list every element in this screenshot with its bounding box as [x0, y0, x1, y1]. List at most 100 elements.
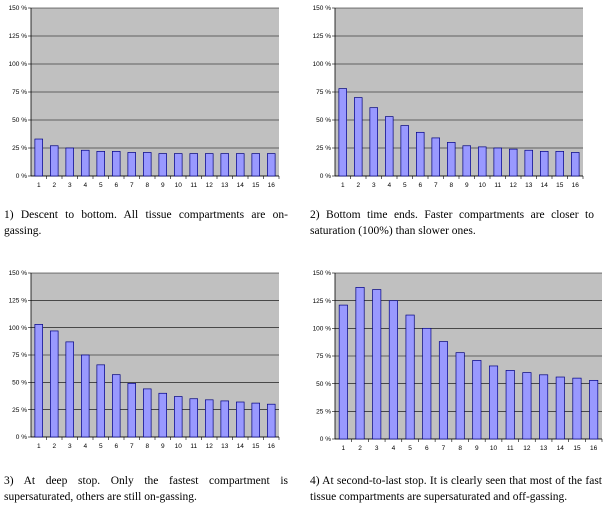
y-tick-label: 100 %: [9, 61, 28, 68]
bar: [143, 388, 152, 438]
x-tick-label: 9: [161, 182, 165, 189]
x-tick-label: 15: [573, 445, 581, 452]
x-tick-label: 3: [68, 182, 72, 189]
chart-panel-3: 0 % 25 % 50 % 75 % 100 % 125 % 150 % 1 2 3 4 5 6 7 8 9 1…: [0, 264, 290, 464]
bar: [50, 330, 59, 438]
y-tick-label: 75 %: [12, 352, 27, 359]
x-tick-label: 7: [442, 445, 446, 452]
x-tick-label: 6: [418, 182, 422, 189]
bar: [96, 364, 105, 438]
x-tick-label: 7: [130, 443, 134, 450]
bar: [478, 146, 487, 177]
x-tick-label: 16: [572, 182, 580, 189]
x-tick-label: 8: [449, 182, 453, 189]
y-tick-label: 125 %: [313, 298, 332, 305]
bar: [236, 153, 245, 177]
x-tick-label: 12: [510, 182, 518, 189]
bar: [555, 376, 565, 440]
bar: [354, 97, 363, 177]
bar: [65, 147, 74, 177]
x-tick-label: 6: [114, 443, 118, 450]
y-tick-label: 125 %: [9, 33, 28, 40]
x-tick-label: 10: [490, 445, 498, 452]
x-tick-label: 3: [375, 445, 379, 452]
y-tick-label: 125 %: [313, 33, 332, 40]
x-tick-label: 10: [175, 182, 183, 189]
x-tick-label: 15: [252, 182, 260, 189]
bar: [158, 153, 167, 177]
x-tick-label: 8: [145, 443, 149, 450]
caption-4: 4) At second-to-last stop. It is clearly…: [310, 475, 602, 503]
bar: [431, 137, 440, 177]
y-tick-label: 25 %: [12, 145, 27, 152]
bar: [405, 314, 415, 440]
x-tick-label: 4: [83, 182, 87, 189]
x-tick-label: 7: [434, 182, 438, 189]
y-tick-label: 25 %: [12, 407, 27, 414]
y-tick-label: 0 %: [320, 436, 331, 443]
bar: [158, 392, 167, 438]
x-tick-label: 2: [52, 443, 56, 450]
bar-chart-2: 0 %25 %50 %75 %100 %125 %150 %1 2 3 4 5 6 7 8 9 1…: [313, 5, 584, 189]
x-tick-label: 14: [557, 445, 565, 452]
bar: [81, 149, 90, 177]
bar: [127, 152, 136, 177]
y-tick-label: 150 %: [9, 5, 28, 12]
bar: [522, 372, 532, 440]
bar: [267, 153, 276, 177]
x-tick-label: 12: [206, 443, 214, 450]
y-tick-label: 150 %: [313, 270, 332, 277]
x-tick-label: 14: [237, 182, 245, 189]
bar: [338, 304, 348, 440]
x-tick-label: 13: [221, 443, 229, 450]
bar: [251, 153, 260, 177]
x-tick-label: 6: [425, 445, 429, 452]
x-tick-label: 1: [37, 443, 41, 450]
x-tick-label: 13: [525, 182, 533, 189]
bar: [388, 300, 398, 440]
bar: [509, 148, 518, 177]
x-tick-label: 4: [83, 443, 87, 450]
bar: [385, 116, 394, 177]
bar: [493, 147, 502, 177]
bar: [220, 153, 229, 177]
y-tick-label: 0 %: [16, 173, 27, 180]
x-tick-label: 2: [52, 182, 56, 189]
bar: [589, 379, 599, 440]
caption-2: 2) Bottom time ends. Faster compartments…: [310, 209, 594, 237]
x-tick-label: 16: [590, 445, 598, 452]
x-tick-label: 16: [268, 182, 276, 189]
x-tick-label: 3: [372, 182, 376, 189]
bar: [400, 125, 409, 177]
x-tick-label: 2: [356, 182, 360, 189]
bar: [372, 289, 382, 440]
x-tick-label: 5: [408, 445, 412, 452]
bar: [422, 327, 432, 440]
x-tick-label: 5: [99, 443, 103, 450]
bar: [416, 131, 425, 177]
x-tick-label: 12: [206, 182, 214, 189]
bar: [127, 383, 136, 438]
x-tick-label: 8: [145, 182, 149, 189]
x-tick-label: 8: [458, 445, 462, 452]
bar: [455, 352, 465, 440]
bar: [472, 360, 482, 440]
x-tick-label: 1: [341, 182, 345, 189]
bar-chart-3: 0 %25 %50 %75 %100 %125 %150 %1 2 3 4 5 6 7 8 9 1…: [9, 270, 280, 450]
y-tick-label: 50 %: [316, 381, 331, 388]
x-tick-label: 4: [392, 445, 396, 452]
x-tick-label: 9: [161, 443, 165, 450]
chart-panel-1: 0 % 25 % 50 % 75 % 100 % 125 % 150 % 1 2 3 4 5 6 7 8 9 1…: [0, 0, 290, 200]
x-tick-label: 11: [190, 182, 197, 189]
bar: [143, 152, 152, 177]
bar: [267, 403, 276, 438]
y-tick-label: 50 %: [12, 117, 27, 124]
bar: [65, 341, 74, 438]
x-tick-label: 9: [465, 182, 469, 189]
bar: [489, 365, 499, 440]
bar: [438, 341, 448, 440]
y-tick-label: 150 %: [313, 5, 332, 12]
chart-panel-4: 0 % 25 % 50 % 75 % 100 % 125 % 150 % 1 2 3 4 5 6 7 8 9 1…: [304, 264, 603, 464]
x-tick-label: 13: [540, 445, 548, 452]
bar: [540, 151, 549, 177]
